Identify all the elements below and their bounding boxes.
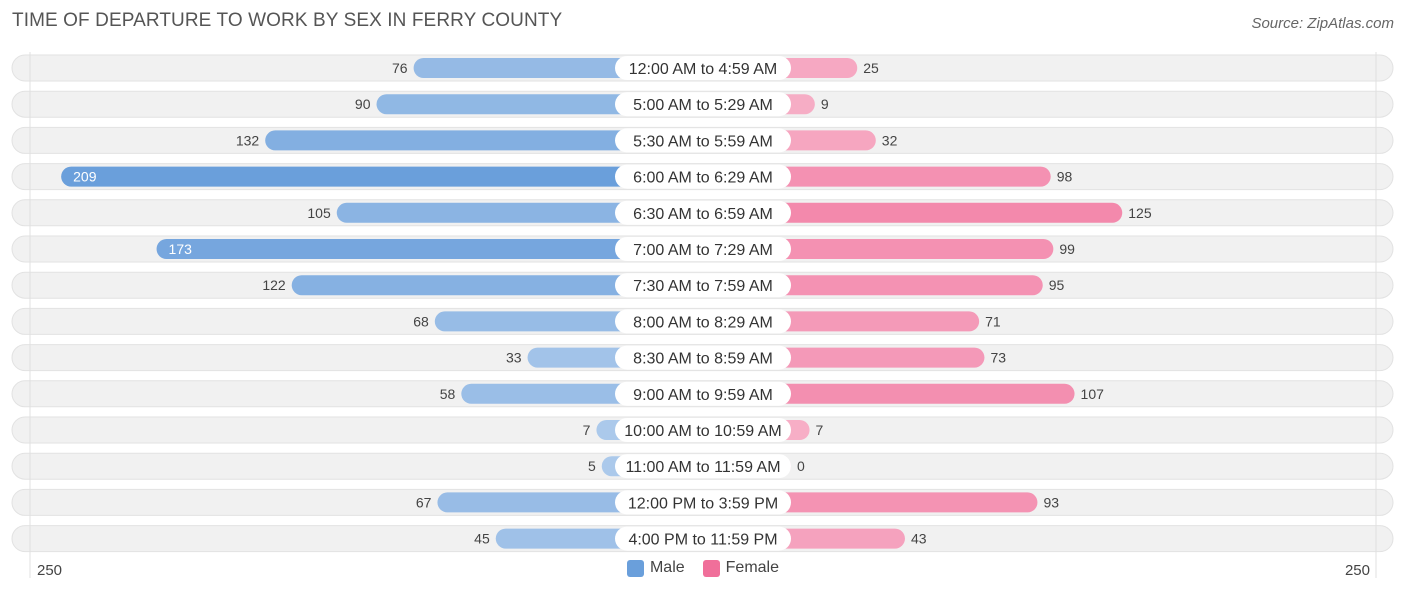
category-label-bg: [615, 526, 791, 551]
axis-left-max-label: 250: [37, 562, 63, 579]
legend-item-male[interactable]: Male: [626, 559, 685, 577]
female-value-label: 7: [816, 422, 824, 438]
category-label-bg: [615, 200, 791, 225]
category-label: 7:30 AM to 7:59 AM: [633, 278, 773, 295]
legend-label-male: Male: [649, 559, 685, 576]
category-label-bg: [615, 92, 791, 117]
category-label-bg: [615, 273, 791, 298]
legend-item-female[interactable]: Female: [702, 559, 780, 577]
category-label-bg: [615, 309, 791, 334]
male-bar: [265, 130, 703, 151]
category-label: 8:30 AM to 8:59 AM: [633, 351, 773, 368]
category-label-bg: [615, 418, 791, 442]
female-bar: [703, 202, 1123, 223]
category-label: 8:00 AM to 8:29 AM: [633, 314, 773, 331]
male-value-label: 68: [413, 313, 429, 329]
male-value-label: 5: [588, 458, 596, 474]
legend-swatch-female: [702, 559, 720, 577]
category-label-bg: [615, 237, 791, 261]
category-label: 6:00 AM to 6:29 AM: [633, 170, 773, 187]
male-value-label: 90: [355, 96, 371, 112]
category-label: 12:00 PM to 3:59 PM: [628, 495, 778, 512]
category-label-bg: [615, 128, 791, 153]
chart-title: TIME OF DEPARTURE TO WORK BY SEX IN FERR…: [12, 10, 563, 31]
female-value-label: 25: [863, 60, 879, 76]
category-label: 12:00 AM to 4:59 AM: [629, 61, 778, 78]
female-value-label: 125: [1128, 205, 1152, 221]
legend-label-female: Female: [725, 559, 780, 576]
male-value-label: 76: [392, 60, 408, 76]
category-label: 5:30 AM to 5:59 AM: [633, 133, 773, 150]
male-value-label: 173: [169, 241, 193, 257]
female-value-label: 99: [1059, 241, 1075, 257]
male-value-label: 209: [73, 169, 97, 185]
female-value-label: 107: [1081, 386, 1105, 402]
female-value-label: 43: [911, 531, 927, 547]
female-value-label: 93: [1043, 494, 1059, 510]
male-bar: [336, 202, 703, 223]
category-label: 9:00 AM to 9:59 AM: [633, 387, 773, 404]
female-bar: [703, 166, 1051, 187]
male-value-label: 122: [262, 277, 286, 293]
female-value-label: 95: [1049, 277, 1065, 293]
male-value-label: 132: [236, 132, 260, 148]
female-value-label: 32: [882, 132, 898, 148]
category-label: 4:00 PM to 11:59 PM: [628, 532, 777, 549]
axis-right-max-label: 250: [1344, 562, 1370, 579]
category-label-bg: [615, 381, 791, 406]
female-bar: [703, 239, 1054, 259]
female-value-label: 0: [797, 458, 805, 474]
male-value-label: 67: [416, 494, 432, 510]
female-value-label: 98: [1057, 169, 1073, 185]
male-bar: [61, 166, 703, 187]
female-bar: [703, 383, 1075, 404]
category-label: 11:00 AM to 11:59 AM: [625, 459, 780, 476]
male-value-label: 58: [440, 386, 456, 402]
category-label: 6:30 AM to 6:59 AM: [633, 206, 773, 223]
legend-swatch-male: [626, 559, 644, 577]
category-label-bg: [615, 454, 791, 479]
source-label: Source: ZipAtlas.com: [1251, 15, 1394, 32]
female-value-label: 71: [985, 313, 1001, 329]
category-label: 5:00 AM to 5:29 AM: [633, 97, 773, 114]
male-value-label: 45: [474, 531, 490, 547]
male-value-label: 33: [506, 350, 522, 366]
category-label-bg: [615, 164, 791, 189]
category-label: 10:00 AM to 10:59 AM: [624, 423, 781, 440]
male-bar: [156, 239, 704, 259]
category-label: 7:00 AM to 7:29 AM: [633, 242, 773, 259]
male-bar: [291, 275, 703, 296]
category-label-bg: [615, 490, 791, 515]
female-value-label: 9: [821, 96, 829, 112]
female-value-label: 73: [990, 350, 1006, 366]
category-label-bg: [615, 345, 791, 370]
legend: Male Female: [0, 559, 1406, 577]
category-label-bg: [615, 56, 791, 80]
male-value-label: 7: [583, 422, 591, 438]
male-value-label: 105: [307, 205, 331, 221]
